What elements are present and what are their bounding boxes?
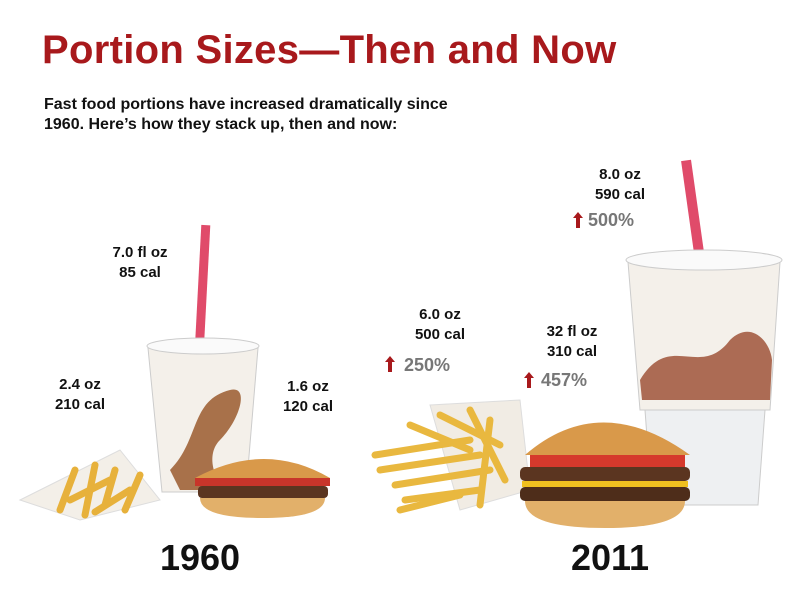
label: 2.4 oz 210 cal bbox=[20, 375, 140, 415]
label-line: 2.4 oz bbox=[59, 376, 101, 393]
label-line: 1.6 oz bbox=[287, 378, 329, 395]
label-line: 6.0 oz bbox=[419, 306, 461, 323]
label: 1.6 oz 120 cal bbox=[248, 377, 368, 417]
year: 2011 bbox=[570, 537, 650, 578]
subtitle: Fast food portions have increased dramat… bbox=[44, 96, 448, 113]
small-drink bbox=[146, 224, 260, 493]
up-arrow bbox=[524, 372, 534, 388]
small-fries bbox=[18, 449, 161, 521]
label-line: 7.0 fl oz bbox=[112, 244, 168, 261]
year: 1960 bbox=[159, 537, 241, 578]
label-line: 120 cal bbox=[282, 398, 334, 415]
small-burger bbox=[195, 459, 330, 518]
label-line: 590 cal bbox=[594, 186, 646, 203]
subtitle: 1960. Here’s how they stack up, then and… bbox=[44, 116, 398, 133]
label: 6.0 oz 500 cal bbox=[380, 305, 500, 345]
increase: 457% bbox=[541, 370, 588, 390]
up-arrow bbox=[385, 356, 395, 372]
label-line: 32 fl oz bbox=[546, 323, 598, 340]
up-arrow bbox=[573, 212, 583, 228]
label-line: 210 cal bbox=[54, 396, 106, 413]
title: Portion Sizes—Then and Now bbox=[42, 28, 617, 72]
label: 8.0 oz 590 cal bbox=[560, 165, 680, 205]
label-line: 310 cal bbox=[546, 343, 598, 360]
label: 32 fl oz 310 cal bbox=[512, 322, 632, 362]
increase: 250% bbox=[404, 355, 451, 375]
label-line: 8.0 oz bbox=[599, 166, 641, 183]
label-line: 85 cal bbox=[119, 264, 161, 281]
increase: 500% bbox=[588, 210, 635, 230]
large-fries bbox=[371, 399, 531, 514]
label-line: 500 cal bbox=[414, 326, 466, 343]
large-burger bbox=[520, 422, 690, 528]
label: 7.0 fl oz 85 cal bbox=[80, 243, 200, 283]
